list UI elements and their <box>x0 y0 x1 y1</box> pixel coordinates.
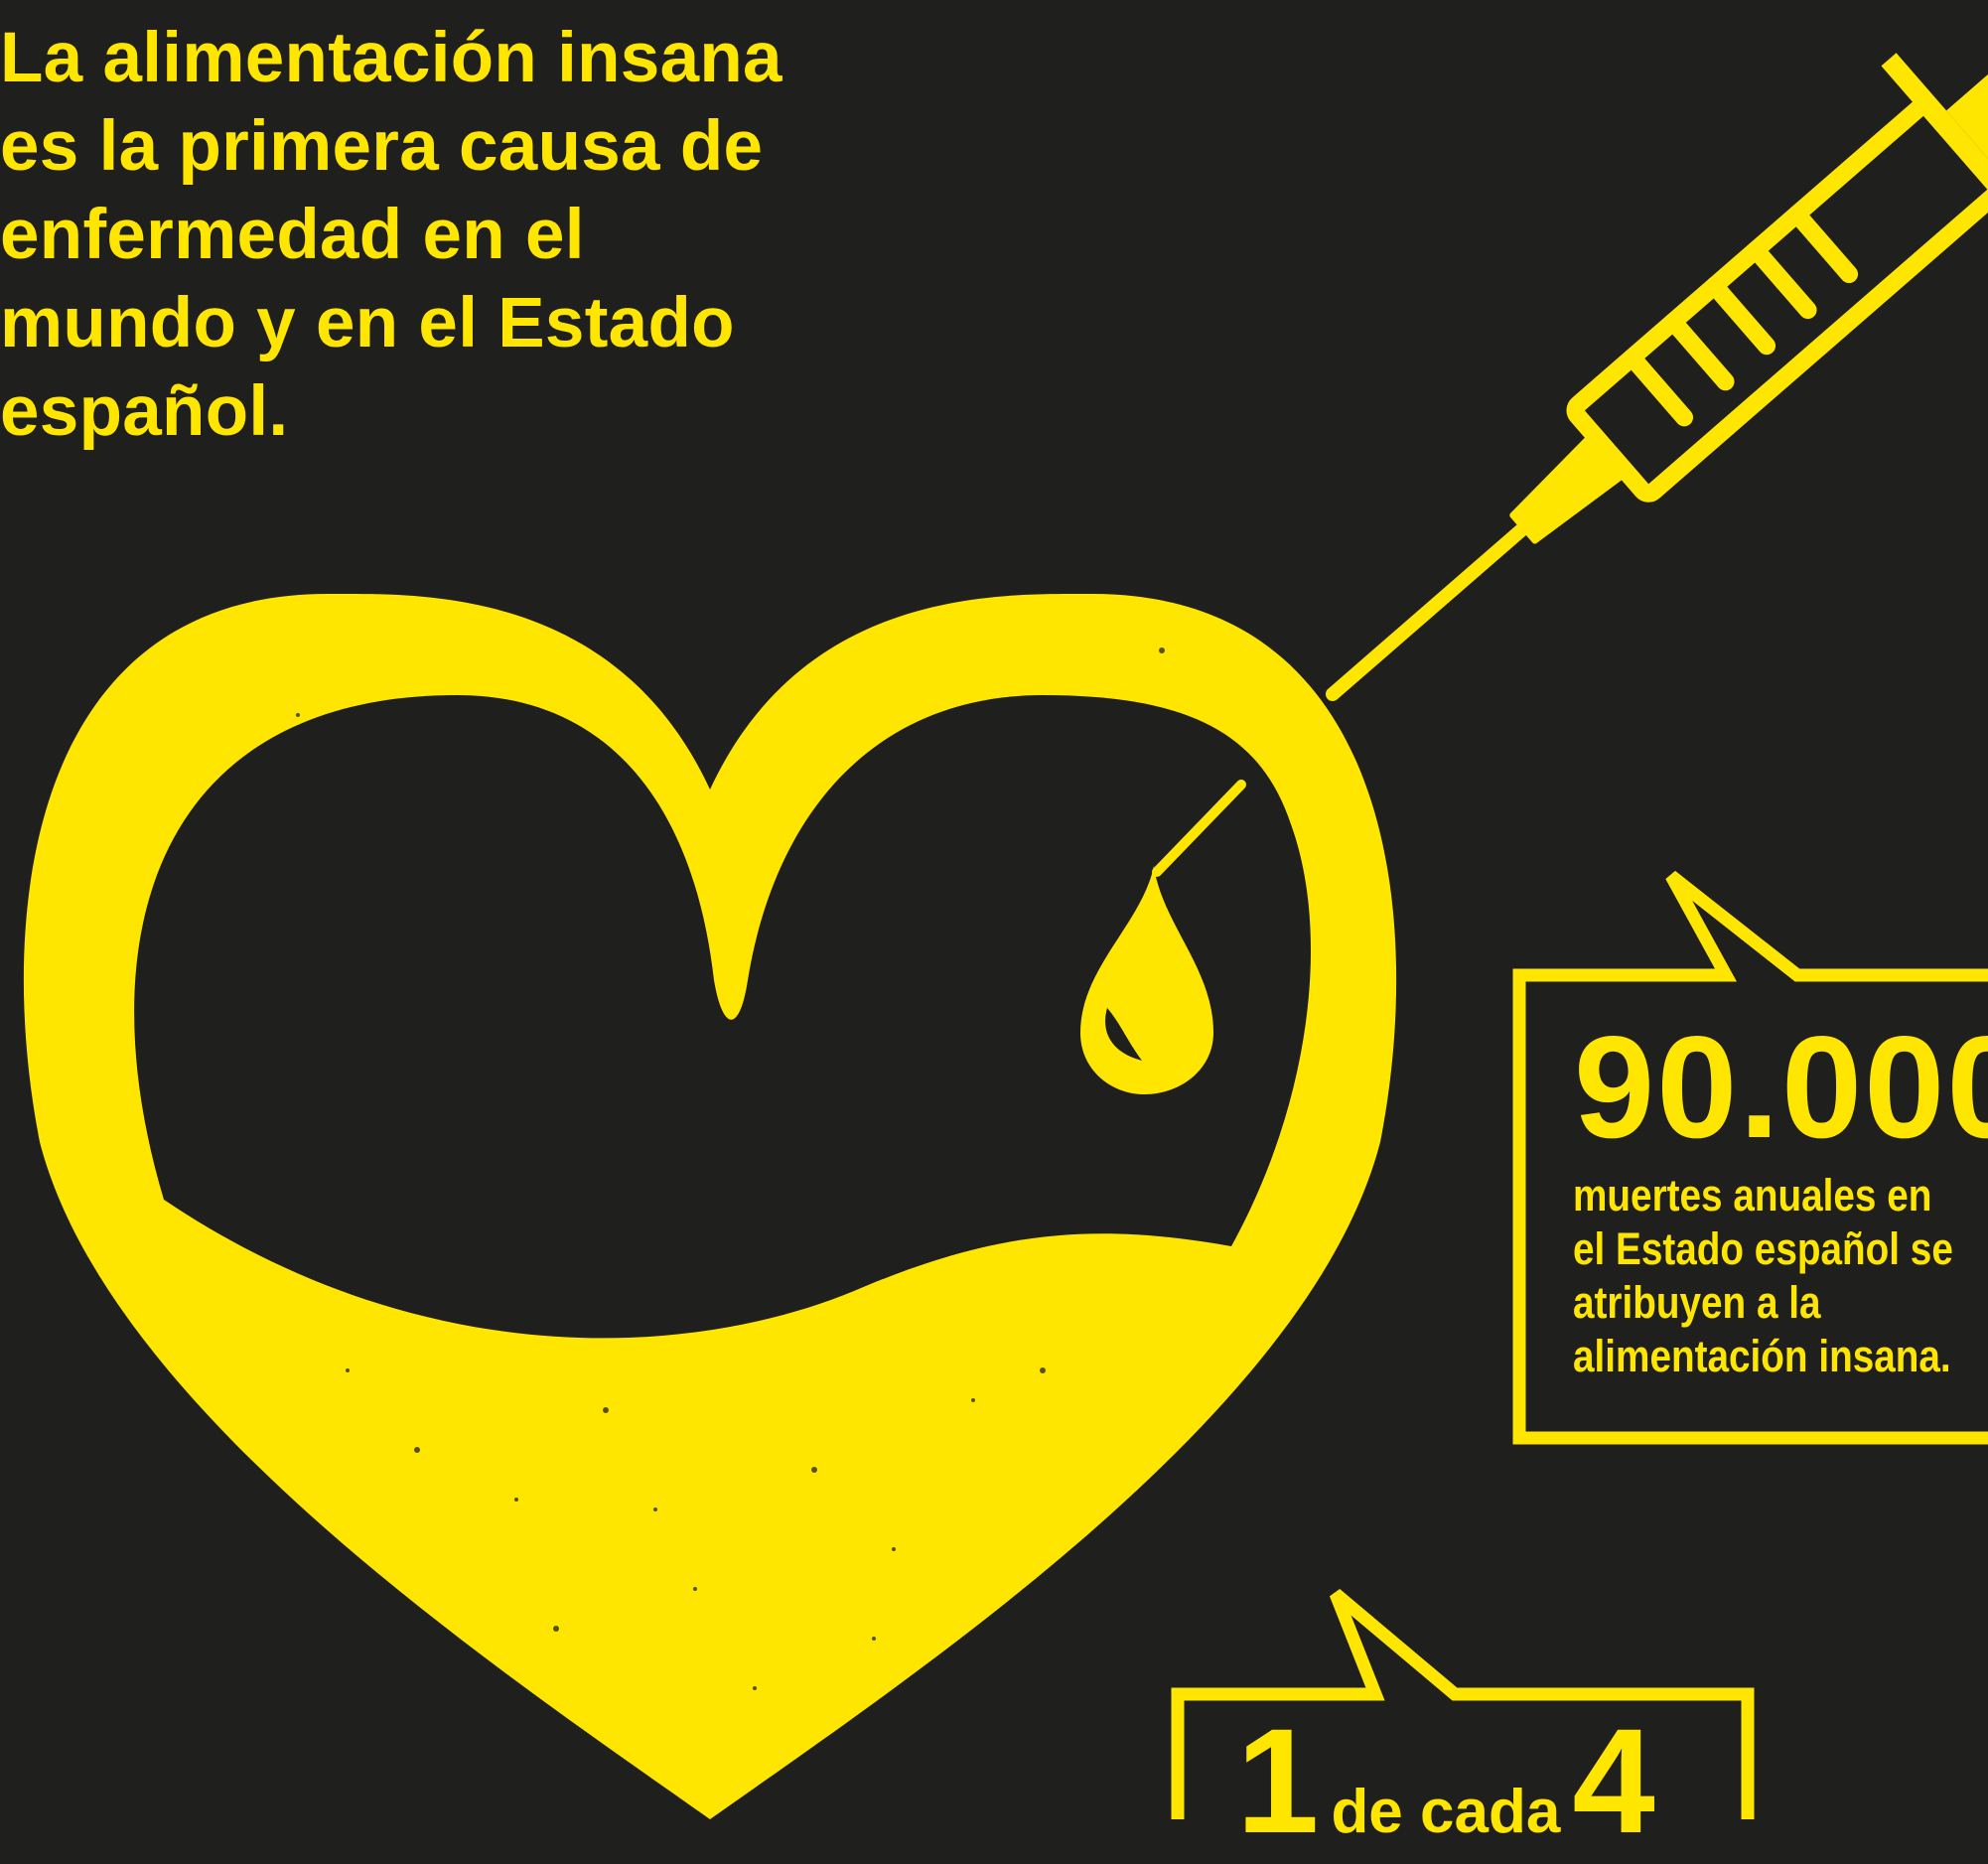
drop-icon <box>1080 780 1246 1094</box>
ratio-text: 1 de cada4 <box>1236 1706 1655 1855</box>
headline-line: es la primera causa de <box>0 107 764 186</box>
stat-box-frame <box>1512 870 1988 1445</box>
ratio-second: 4 <box>1572 1697 1655 1864</box>
headline-line: español. <box>0 372 289 451</box>
stat-description-line: alimentación insana. <box>1573 1331 1951 1381</box>
stat-number: 90.000 <box>1574 1006 1988 1168</box>
ratio-box-frame <box>1171 1589 1755 1819</box>
stat-description-line: muertes anuales en <box>1573 1170 1932 1220</box>
ratio-middle: de cada <box>1331 1778 1561 1846</box>
headline-line: La alimentación insana <box>0 19 782 97</box>
headline-line: mundo y en el Estado <box>0 284 735 362</box>
syringe-icon <box>1326 12 1988 701</box>
ratio-first: 1 <box>1236 1697 1320 1864</box>
illustration <box>23 12 1988 1819</box>
heart-icon <box>23 593 1397 1819</box>
headline: La alimentación insana es la primera cau… <box>0 14 854 456</box>
stat-description: muertes anuales en el Estado español se … <box>1573 1169 1953 1383</box>
headline-line: enfermedad en el <box>0 196 585 274</box>
stat-description-line: atribuyen a la <box>1573 1277 1821 1328</box>
stat-description-line: el Estado español se <box>1573 1223 1953 1274</box>
